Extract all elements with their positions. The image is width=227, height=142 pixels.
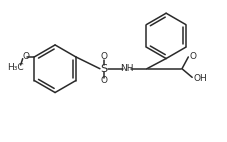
Text: OH: OH (192, 74, 206, 83)
Text: O: O (100, 52, 107, 61)
Text: NH: NH (119, 64, 133, 73)
Text: O: O (100, 76, 107, 85)
Text: H₃C: H₃C (7, 63, 24, 72)
Text: O: O (22, 52, 29, 61)
Text: S: S (100, 64, 107, 74)
Text: O: O (189, 52, 196, 60)
